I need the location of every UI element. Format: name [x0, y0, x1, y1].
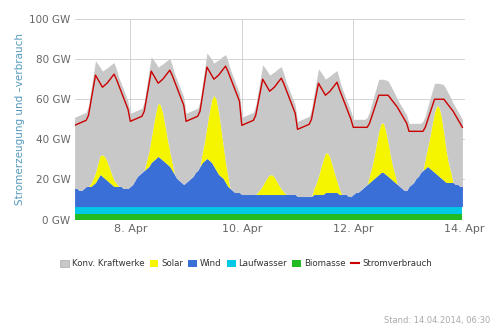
Legend: Konv. Kraftwerke, Solar, Wind, Laufwasser, Biomasse, Stromverbrauch: Konv. Kraftwerke, Solar, Wind, Laufwasse…: [57, 256, 436, 272]
Y-axis label: Stromerzeugung und –verbrauch: Stromerzeugung und –verbrauch: [15, 33, 25, 205]
Text: Stand: 14.04.2014, 06:30: Stand: 14.04.2014, 06:30: [384, 316, 490, 325]
